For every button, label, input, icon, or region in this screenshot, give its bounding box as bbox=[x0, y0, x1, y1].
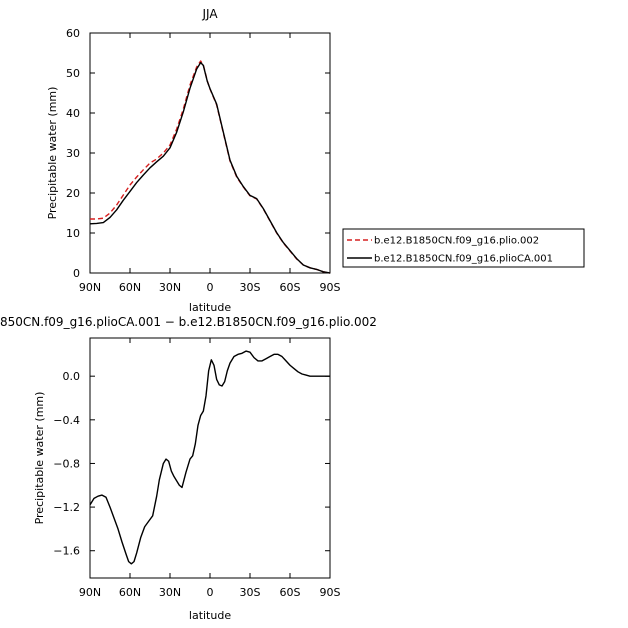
top-x-tick-label: 90N bbox=[79, 281, 101, 294]
top-plot-frame bbox=[89, 32, 331, 274]
top-y-tick-label: 60 bbox=[66, 27, 80, 40]
bottom-series-line-1 bbox=[89, 350, 330, 565]
top-y-tick-label: 0 bbox=[73, 267, 80, 280]
top-x-tick-label: 30N bbox=[159, 281, 181, 294]
legend-entry-series-2: b.e12.B1850CN.f09_g16.plioCA.001 bbox=[374, 254, 553, 265]
bottom-y-tick-label: −0.4 bbox=[53, 414, 80, 427]
bottom-y-tick-label: −0.8 bbox=[53, 457, 80, 470]
top-y-tick-label: 30 bbox=[66, 147, 80, 160]
top-series-line-1 bbox=[90, 60, 331, 274]
top-y-tick-label: 10 bbox=[66, 227, 80, 240]
top-axis-ticks: 90N 60N 30N 0 30S 60S 90S 0 10 20 30 40 50 60 bbox=[66, 27, 341, 294]
top-x-tick-label: 90S bbox=[320, 281, 341, 294]
top-x-tick-label: 30S bbox=[240, 281, 261, 294]
top-y-tick-label: 50 bbox=[66, 67, 80, 80]
bottom-x-tick-label: 90S bbox=[320, 586, 341, 599]
bottom-x-tick-label: 30N bbox=[159, 586, 181, 599]
bottom-x-axis-label: latitude bbox=[189, 609, 231, 622]
top-y-axis-label: Precipitable water (mm) bbox=[46, 87, 59, 220]
bottom-axis-ticks: 90N 60N 30N 0 30S 60S 90S 0.0 −0.4 −0.8 −1.2 −1.6 bbox=[53, 338, 341, 599]
top-chart-title: JJA bbox=[201, 7, 218, 21]
bottom-series-lines bbox=[89, 350, 330, 565]
top-series-lines bbox=[89, 60, 331, 274]
bottom-y-tick-label: 0.0 bbox=[63, 370, 81, 383]
legend-box bbox=[342, 228, 585, 268]
bottom-y-axis-label: Precipitable water (mm) bbox=[33, 392, 46, 525]
legend-entry-series-1: b.e12.B1850CN.f09_g16.plio.002 bbox=[374, 236, 539, 247]
top-panel: JJA 90N 60N 30N 0 30S 60S 90S 0 10 20 30 40 50 60 lat… bbox=[46, 7, 341, 314]
top-x-tick-label: 0 bbox=[207, 281, 214, 294]
bottom-panel: 850CN.f09_g16.plioCA.001 − b.e12.B1850CN… bbox=[0, 315, 377, 622]
top-x-tick-label: 60N bbox=[119, 281, 141, 294]
top-x-axis-label: latitude bbox=[189, 301, 231, 314]
bottom-y-tick-label: −1.6 bbox=[53, 545, 80, 558]
bottom-x-tick-label: 0 bbox=[207, 586, 214, 599]
bottom-x-tick-label: 60S bbox=[280, 586, 301, 599]
top-x-tick-label: 60S bbox=[280, 281, 301, 294]
top-series-line-2 bbox=[89, 61, 331, 274]
bottom-y-tick-label: −1.2 bbox=[53, 501, 80, 514]
legend: b.e12.B1850CN.f09_g16.plio.002 b.e12.B18… bbox=[342, 228, 585, 268]
top-y-tick-label: 40 bbox=[66, 107, 80, 120]
bottom-x-tick-label: 30S bbox=[240, 586, 261, 599]
bottom-x-tick-label: 90N bbox=[79, 586, 101, 599]
bottom-x-tick-label: 60N bbox=[119, 586, 141, 599]
bottom-plot-frame bbox=[89, 337, 331, 579]
top-y-tick-label: 20 bbox=[66, 187, 80, 200]
bottom-chart-title: 850CN.f09_g16.plioCA.001 − b.e12.B1850CN… bbox=[0, 315, 377, 329]
